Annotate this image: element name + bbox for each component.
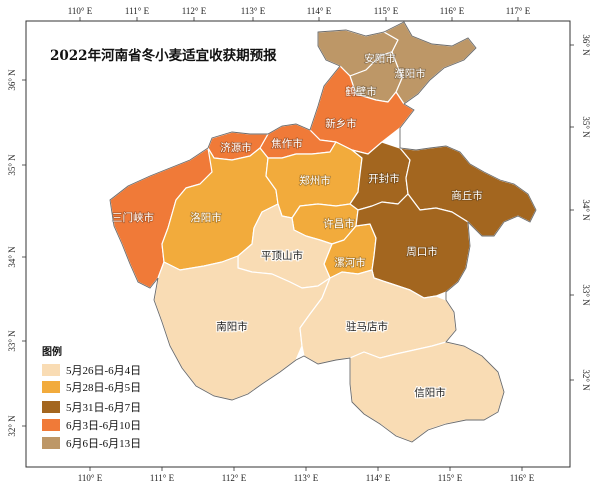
legend-label-2: 5月31日-6月7日: [66, 402, 141, 414]
city-label-jiyuan: 济源市: [220, 141, 252, 154]
left-tick-34: 34° N: [7, 246, 17, 268]
right-tick-33: 33° N: [581, 284, 591, 306]
bottom-tick-112: 112° E: [222, 473, 247, 483]
city-label-pingdingshan: 平顶山市: [261, 249, 303, 262]
left-tick-labels: 36° N 35° N 34° N 33° N 32° N: [7, 69, 17, 437]
city-regions: [109, 21, 537, 443]
bottom-tick-116: 116° E: [510, 473, 535, 483]
city-label-jiaozuo: 焦作市: [271, 137, 303, 150]
legend-label-0: 5月26日-6月4日: [66, 365, 141, 377]
tick-marks: [22, 17, 574, 471]
city-label-nanyang: 南阳市: [216, 320, 248, 333]
top-tick-113: 113° E: [241, 6, 266, 16]
left-tick-32: 32° N: [7, 415, 17, 437]
top-tick-117: 117° E: [506, 6, 531, 16]
left-tick-35: 35° N: [7, 154, 17, 176]
top-tick-110: 110° E: [68, 6, 93, 16]
legend-swatch-4: [42, 437, 60, 449]
province-outline: [109, 21, 537, 443]
right-tick-36: 36° N: [581, 34, 591, 56]
legend-label-4: 6月6日-6月13日: [66, 438, 141, 450]
city-label-xuchang: 许昌市: [323, 217, 355, 230]
top-tick-112: 112° E: [182, 6, 207, 16]
top-tick-114: 114° E: [307, 6, 332, 16]
legend-item-4: 6月6日-6月13日: [42, 437, 141, 450]
map-title: 2022年河南省冬小麦适宜收获期预报: [50, 47, 277, 64]
city-label-zhumadian: 驻马店市: [346, 320, 388, 333]
legend-item-3: 6月3日-6月10日: [42, 419, 141, 432]
legend-swatch-0: [42, 364, 60, 376]
legend: 图例 5月26日-6月4日 5月28日-6月5日 5月31日-6月7日 6月3日…: [42, 345, 141, 450]
legend-label-3: 6月3日-6月10日: [66, 420, 141, 432]
bottom-tick-113: 113° E: [294, 473, 319, 483]
legend-item-1: 5月28日-6月5日: [42, 381, 141, 394]
bottom-tick-110: 110° E: [78, 473, 103, 483]
top-tick-labels: 110° E 111° E 112° E 113° E 114° E 115° …: [68, 6, 531, 16]
city-label-puyang: 濮阳市: [394, 67, 426, 80]
city-labels: 安阳市 濮阳市 鹤壁市 新乡市 焦作市 济源市 三门峡市 洛阳市 郑州市 开封市…: [111, 51, 483, 400]
top-tick-115: 115° E: [374, 6, 399, 16]
legend-item-2: 5月31日-6月7日: [42, 401, 141, 414]
bottom-tick-111: 111° E: [150, 473, 175, 483]
legend-swatch-1: [42, 381, 60, 393]
city-label-xinxiang: 新乡市: [325, 117, 357, 130]
city-label-kaifeng: 开封市: [368, 172, 400, 185]
bottom-tick-labels: 110° E 111° E 112° E 113° E 114° E 115° …: [78, 473, 535, 483]
city-label-zhengzhou: 郑州市: [299, 174, 331, 187]
right-tick-32: 32° N: [581, 369, 591, 391]
city-label-sanmenxia: 三门峡市: [112, 211, 154, 224]
city-label-luoyang: 洛阳市: [190, 211, 222, 224]
right-tick-35: 35° N: [581, 116, 591, 138]
top-tick-116: 116° E: [440, 6, 465, 16]
legend-label-1: 5月28日-6月5日: [66, 382, 141, 394]
city-label-luohe: 漯河市: [334, 256, 366, 269]
city-label-xinyang: 信阳市: [414, 386, 446, 399]
bottom-tick-115: 115° E: [438, 473, 463, 483]
legend-swatch-3: [42, 419, 60, 431]
city-label-anyang: 安阳市: [364, 52, 396, 65]
legend-swatch-2: [42, 401, 60, 413]
city-label-hebi: 鹤壁市: [345, 85, 377, 98]
legend-item-0: 5月26日-6月4日: [42, 364, 141, 377]
city-label-zhoukou: 周口市: [406, 245, 438, 258]
city-label-shangqiu: 商丘市: [451, 189, 483, 202]
right-tick-34: 34° N: [581, 199, 591, 221]
top-tick-111: 111° E: [125, 6, 150, 16]
bottom-tick-114: 114° E: [366, 473, 391, 483]
legend-title: 图例: [42, 345, 62, 358]
left-tick-33: 33° N: [7, 330, 17, 352]
right-tick-labels: 36° N 35° N 34° N 33° N 32° N: [581, 34, 591, 391]
left-tick-36: 36° N: [7, 69, 17, 91]
